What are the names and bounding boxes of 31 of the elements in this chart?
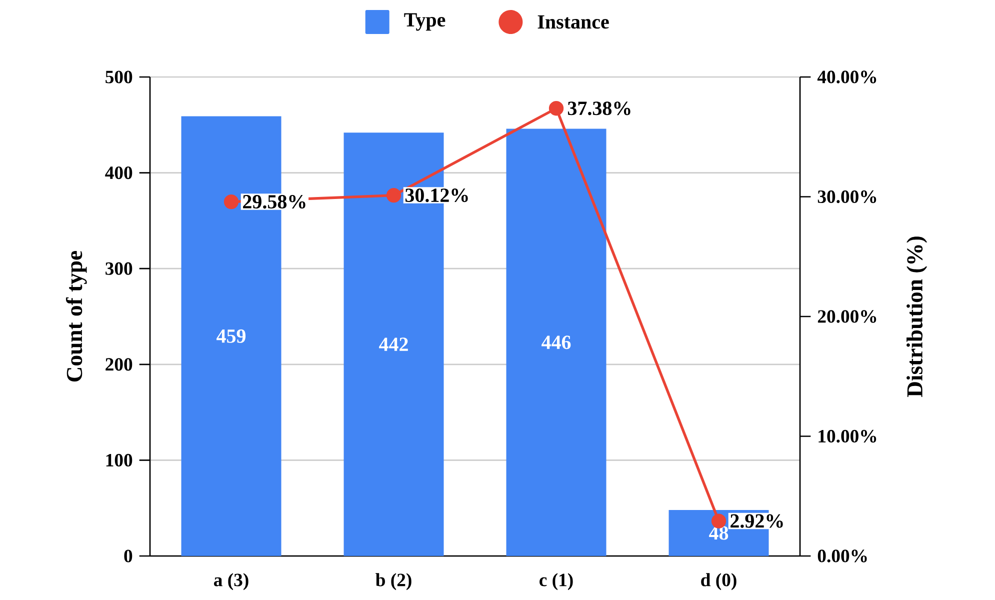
y-tick-label: 400	[105, 166, 132, 180]
y-axis-title: Count of type	[66, 250, 87, 382]
data-label: 48	[709, 526, 728, 540]
point	[224, 194, 239, 210]
y2-tick-label: 0.00%	[818, 550, 867, 562]
y2-axis-title: Distribution (%)	[906, 236, 928, 398]
y2-tick-label: 20.00%	[818, 310, 876, 323]
data-label: 446	[542, 336, 571, 350]
y-tick-label: 0	[124, 550, 132, 562]
y-tick-label: 500	[106, 70, 132, 84]
point	[386, 188, 402, 203]
y2-tick-label: 40.00%	[817, 70, 876, 84]
data-label: 442	[379, 338, 408, 351]
x-tick-label: b (2)	[376, 573, 412, 590]
x-tick-label: a (3)	[214, 573, 248, 590]
data-label: 459	[216, 329, 246, 343]
legend-label: Instance	[538, 15, 609, 29]
legend-label: Type	[404, 13, 446, 31]
x-tick-label: d (0)	[701, 573, 736, 590]
y-tick-label: 200	[106, 358, 132, 371]
point	[548, 101, 564, 116]
data-label: 2.92%	[730, 514, 783, 528]
x-tick-label: c (1)	[540, 573, 573, 590]
y-tick-label: 100	[106, 454, 132, 467]
y2-tick-label: 10.00%	[818, 430, 876, 443]
data-label: 30.12%	[405, 188, 468, 202]
y2-tick-label: 30.00%	[818, 190, 876, 204]
data-label: 37.38%	[568, 102, 630, 116]
data-label: 29.58%	[243, 194, 306, 209]
y-tick-label: 300	[106, 262, 132, 275]
bar	[506, 128, 606, 556]
